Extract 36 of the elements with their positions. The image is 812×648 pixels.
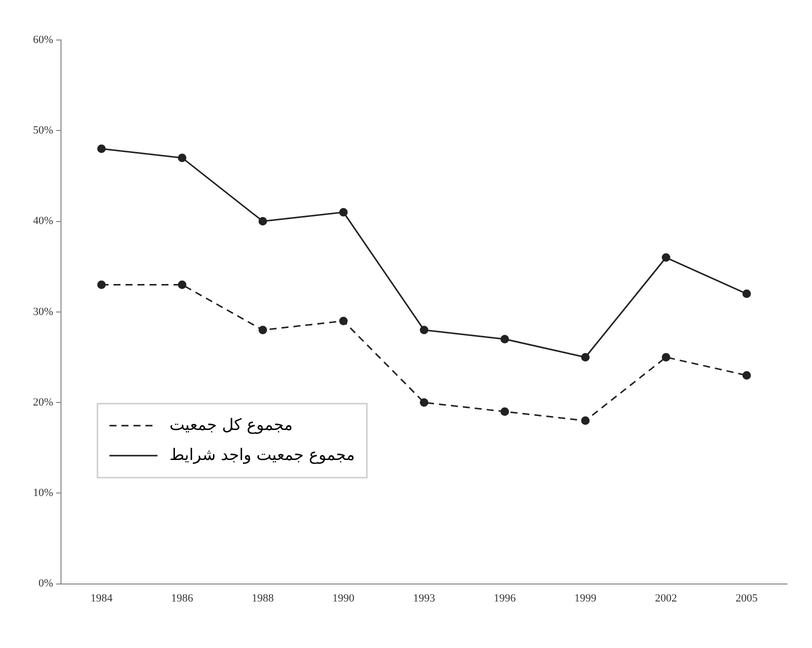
x-tick-label: 1988 <box>252 592 274 604</box>
point <box>420 398 428 407</box>
x-tick-label: 1990 <box>332 592 355 604</box>
point <box>662 253 670 262</box>
y-tick-label: 30% <box>32 306 54 318</box>
x-tick-label: 1986 <box>171 592 194 604</box>
point <box>420 326 428 334</box>
point <box>500 334 509 344</box>
point <box>742 290 751 298</box>
legend-label: مجموع جمعیت واجد شرایط <box>169 444 355 464</box>
y-tick-label: 0% <box>38 578 54 590</box>
point <box>581 416 590 425</box>
legend-label: مجموع کل جمعیت <box>169 414 293 434</box>
point <box>258 217 268 226</box>
y-tick-label: 20% <box>32 396 54 408</box>
x-tick-label: 1996 <box>494 592 516 604</box>
point <box>500 407 509 416</box>
point <box>178 280 186 289</box>
point <box>581 352 590 362</box>
point <box>258 326 268 334</box>
x-tick-label: 1993 <box>413 592 436 604</box>
point <box>178 154 186 162</box>
point <box>339 316 348 326</box>
point <box>662 352 670 362</box>
x-tick-label: 2005 <box>736 592 758 604</box>
point <box>339 208 348 216</box>
x-tick-label: 2002 <box>655 592 678 604</box>
point <box>97 280 106 289</box>
y-tick-label: 10% <box>32 487 54 500</box>
point <box>742 371 751 380</box>
y-tick-label: 40% <box>32 215 54 228</box>
x-tick-label: 1984 <box>90 592 113 604</box>
x-tick-label: 1999 <box>574 592 597 604</box>
y-tick-label: 60% <box>32 34 54 46</box>
y-tick-label: 50% <box>32 124 54 137</box>
point <box>97 144 106 154</box>
